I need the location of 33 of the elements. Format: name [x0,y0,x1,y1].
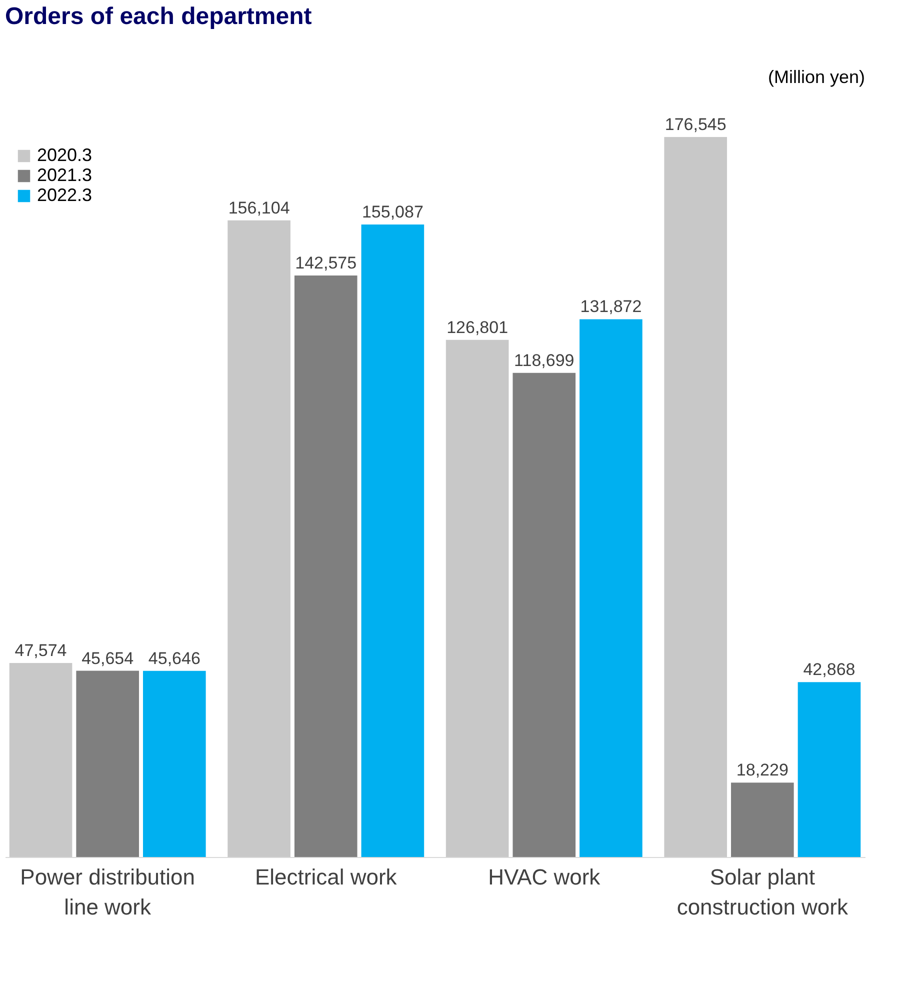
bar [731,782,794,857]
legend-label: 2020.3 [37,145,92,165]
legend-label: 2022.3 [37,185,92,205]
x-tick-label: HVAC work [488,864,602,890]
data-label: 42,868 [803,660,856,680]
legend-label: 2021.3 [37,165,92,185]
bar [798,682,861,857]
data-label: 126,801 [446,318,508,337]
data-label: 47,574 [14,640,67,660]
data-label: 18,229 [736,760,788,780]
bar [228,220,290,857]
data-label: 118,699 [514,350,574,370]
bar [143,670,206,857]
chart-title: Orders of each department [5,3,312,30]
data-label: 45,646 [148,648,200,668]
bar [294,276,358,857]
bar [512,372,576,857]
x-tick-label: Power distribution line work [20,864,196,920]
x-tick-label: Solar plant construction work [676,864,849,920]
data-label: 131,872 [580,297,642,316]
x-tick-label: Electrical work [254,864,398,890]
bar [446,340,509,857]
bar [580,319,642,857]
data-label: 155,087 [362,202,424,222]
data-label: 142,575 [295,254,357,273]
bar [76,670,139,857]
data-label: 45,654 [82,648,134,668]
bar [9,662,72,857]
data-label: 176,545 [664,115,726,134]
bar [664,137,727,857]
text: (Million yen) [768,67,865,87]
data-label: 156,104 [228,198,290,218]
bar [361,224,424,857]
